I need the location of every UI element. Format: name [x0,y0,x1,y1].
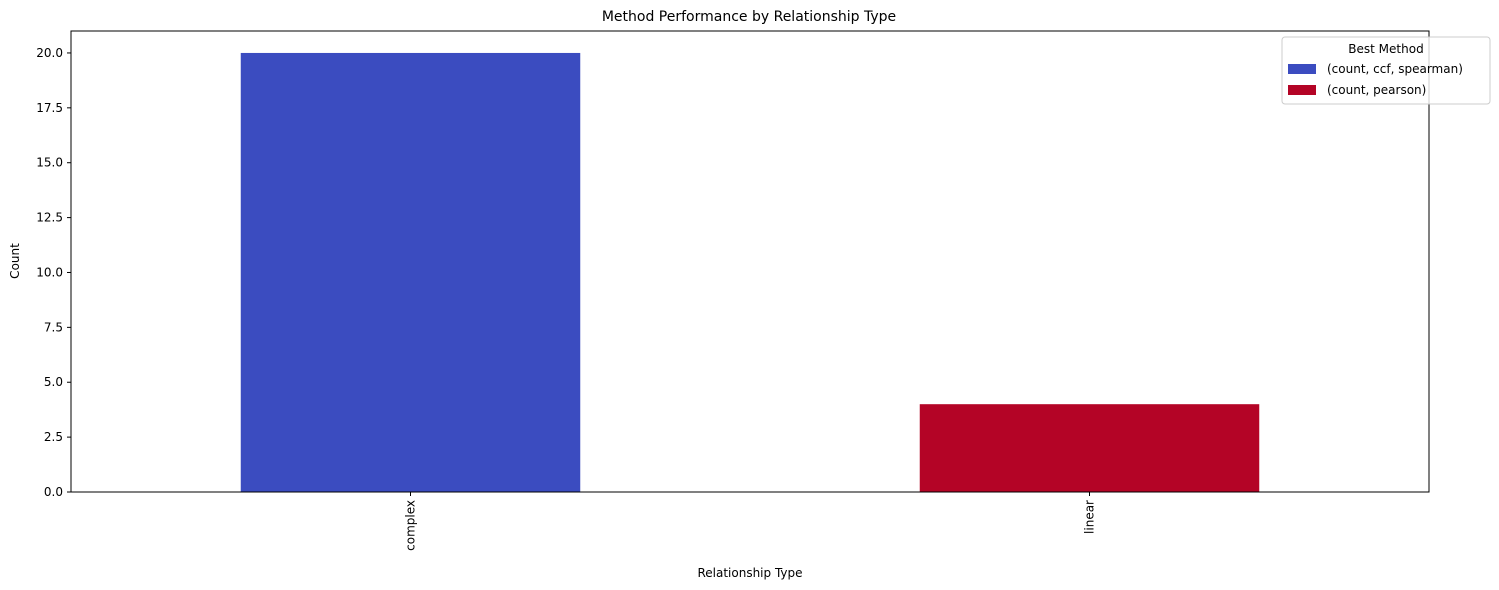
bars-group [240,52,1260,492]
y-tick-label: 0.0 [44,485,63,499]
y-tick-label: 10.0 [36,265,63,279]
y-tick-label: 2.5 [44,430,63,444]
x-axis-ticks: complex linear [404,492,1097,551]
y-tick-label: 17.5 [36,101,63,115]
bar-linear-series-1 [919,404,1260,492]
legend-label-1: (count, pearson) [1327,83,1426,97]
plot-frame [70,30,1430,493]
legend-label-0: (count, ccf, spearman) [1327,62,1463,76]
y-axis-title: Count [8,243,22,279]
legend-title: Best Method [1348,42,1423,56]
bar-complex-series-0 [240,52,581,492]
y-tick-label: 20.0 [36,46,63,60]
x-tick-label-complex: complex [404,500,418,551]
x-tick-label-linear: linear [1083,500,1097,534]
legend-frame [1281,36,1491,105]
legend-swatch-1 [1288,85,1316,95]
y-tick-label: 5.0 [44,375,63,389]
y-tick-label: 7.5 [44,320,63,334]
legend: Best Method (count, ccf, spearman)(count… [1281,36,1491,105]
legend-swatch-0 [1288,64,1316,74]
y-tick-label: 12.5 [36,211,63,225]
legend-items: (count, ccf, spearman) (count, pearson) [1288,62,1463,97]
y-axis-ticks: 0.0 2.5 5.0 7.5 10.0 12.5 15.0 17.5 20.0 [36,46,71,499]
y-tick-label: 15.0 [36,156,63,170]
x-axis-title: Relationship Type [697,566,802,580]
chart-title: Method Performance by Relationship Type [602,9,896,25]
